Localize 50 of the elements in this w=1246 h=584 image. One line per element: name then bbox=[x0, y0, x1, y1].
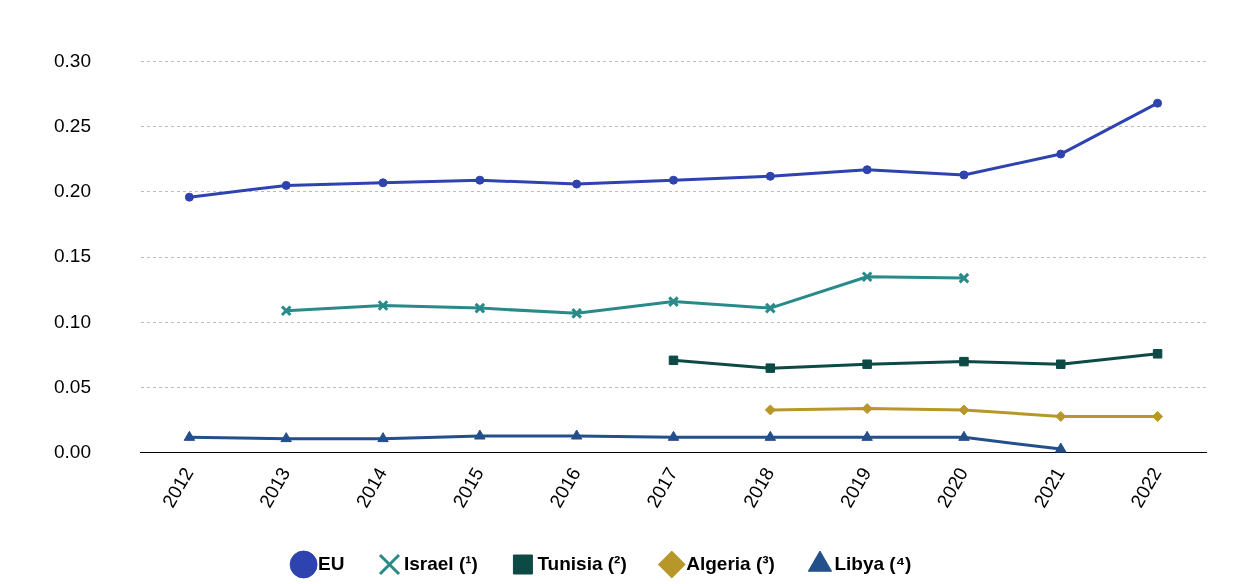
point bbox=[474, 302, 486, 314]
point bbox=[1153, 98, 1163, 108]
point bbox=[861, 403, 873, 415]
point bbox=[764, 302, 777, 314]
y-tick-label: 0.05 bbox=[54, 375, 91, 397]
point bbox=[377, 432, 389, 443]
point bbox=[667, 430, 680, 441]
point bbox=[958, 272, 970, 284]
point bbox=[668, 355, 679, 366]
point bbox=[765, 363, 776, 373]
point bbox=[959, 356, 969, 367]
point bbox=[570, 429, 583, 440]
legend-label: Israel (¹) bbox=[404, 552, 478, 574]
point bbox=[862, 165, 872, 175]
point bbox=[764, 404, 776, 416]
y-tick-label: 0.00 bbox=[54, 441, 91, 463]
point bbox=[861, 430, 873, 441]
point bbox=[280, 304, 292, 317]
point bbox=[667, 295, 680, 308]
point bbox=[764, 430, 777, 441]
point bbox=[475, 175, 485, 185]
y-tick-label: 0.15 bbox=[54, 245, 91, 267]
point bbox=[862, 359, 872, 369]
y-tick-label: 0.30 bbox=[54, 49, 91, 71]
legend-label: EU bbox=[318, 552, 345, 574]
point bbox=[1056, 359, 1066, 369]
point bbox=[281, 180, 291, 190]
legend-label: Tunisia (²) bbox=[537, 552, 627, 574]
y-tick-label: 0.10 bbox=[54, 310, 91, 332]
point bbox=[183, 430, 196, 441]
point bbox=[958, 430, 970, 441]
point bbox=[184, 192, 194, 202]
point bbox=[570, 307, 583, 320]
y-tick-label: 0.25 bbox=[54, 114, 91, 136]
point bbox=[861, 271, 873, 283]
point bbox=[765, 171, 775, 181]
point bbox=[474, 429, 486, 440]
point bbox=[668, 175, 678, 185]
y-tick-label: 0.20 bbox=[54, 180, 91, 202]
point bbox=[959, 170, 969, 180]
point bbox=[377, 299, 389, 312]
point bbox=[1056, 149, 1066, 159]
point bbox=[1152, 349, 1163, 359]
point bbox=[958, 404, 970, 416]
legend-label: Algeria (³) bbox=[686, 552, 775, 574]
point bbox=[280, 432, 292, 443]
point bbox=[1055, 442, 1067, 453]
legend-label: Libya (⁴) bbox=[834, 552, 912, 574]
point bbox=[572, 179, 582, 189]
point bbox=[378, 178, 388, 188]
